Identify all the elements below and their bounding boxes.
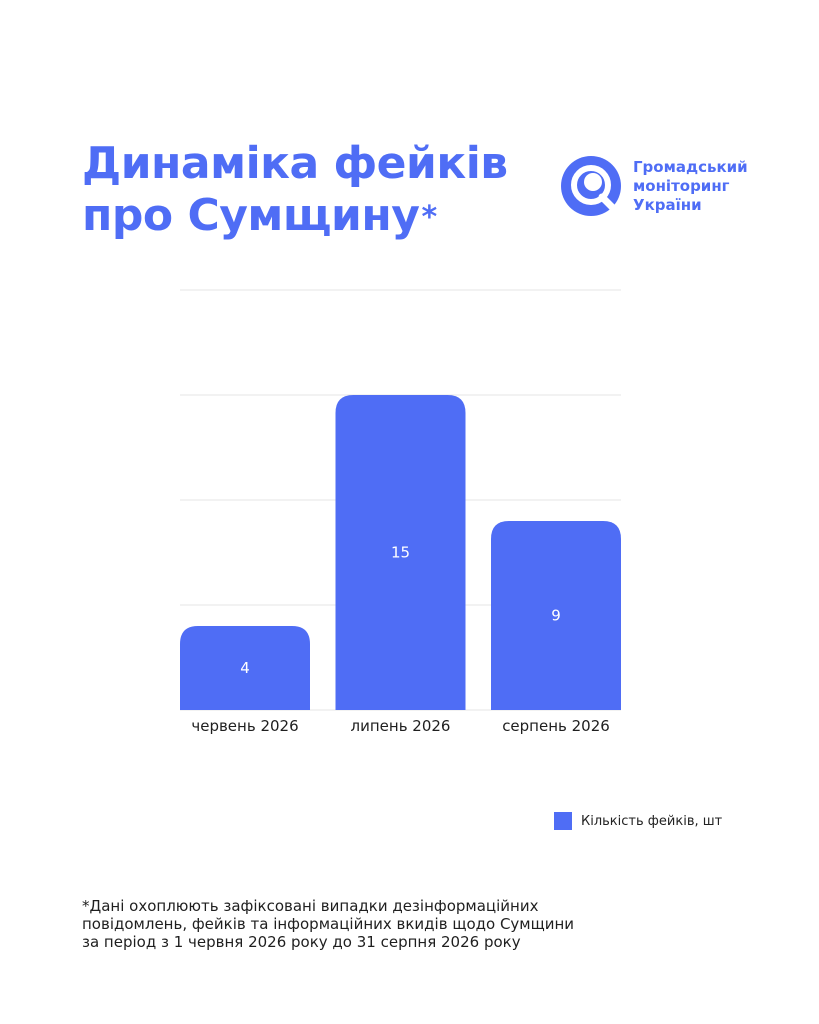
logo-line-3: України bbox=[633, 196, 702, 214]
footnote-line-3: за період з 1 червня 2026 року до 31 сер… bbox=[82, 933, 521, 951]
footnote: *Дані охоплюють зафіксовані випадки дезі… bbox=[82, 897, 642, 951]
x-tick-label-2: липень 2026 bbox=[351, 717, 451, 735]
bar-3 bbox=[491, 521, 621, 710]
bar-2 bbox=[335, 395, 466, 710]
page-title: Динаміка фейків про Сумщину* bbox=[82, 138, 508, 242]
title-line-2-text: про Сумщину bbox=[82, 190, 420, 241]
organization-logo: Громадський моніторинг України bbox=[560, 155, 760, 219]
title-line-2: про Сумщину* bbox=[82, 190, 508, 242]
magnifier-q-icon bbox=[561, 156, 621, 216]
bar-value-label-1: 4 bbox=[240, 659, 250, 677]
logo-line-1: Громадський bbox=[633, 158, 748, 176]
logo-text: Громадський моніторинг України bbox=[633, 158, 748, 215]
legend-label: Кількість фейків, шт bbox=[581, 813, 723, 829]
title-line-1: Динаміка фейків bbox=[82, 138, 508, 189]
chart-legend: Кількість фейків, шт bbox=[554, 812, 722, 830]
bar-value-label-2: 15 bbox=[391, 544, 410, 562]
footnote-line-2: повідомлень, фейків та інформаційних вки… bbox=[82, 915, 575, 933]
bar-1 bbox=[180, 626, 310, 710]
bar-value-label-3: 9 bbox=[551, 607, 561, 625]
title-asterisk: * bbox=[421, 200, 437, 235]
footnote-line-1: *Дані охоплюють зафіксовані випадки дезі… bbox=[82, 897, 539, 915]
x-tick-label-3: серпень 2026 bbox=[502, 717, 610, 735]
logo-line-2: моніторинг bbox=[633, 177, 730, 195]
x-tick-label-1: червень 2026 bbox=[191, 717, 298, 735]
legend-swatch bbox=[554, 812, 572, 830]
bar-chart: 4 червень 2026 15 липень 2026 9 серпень 2026 bbox=[180, 289, 621, 735]
